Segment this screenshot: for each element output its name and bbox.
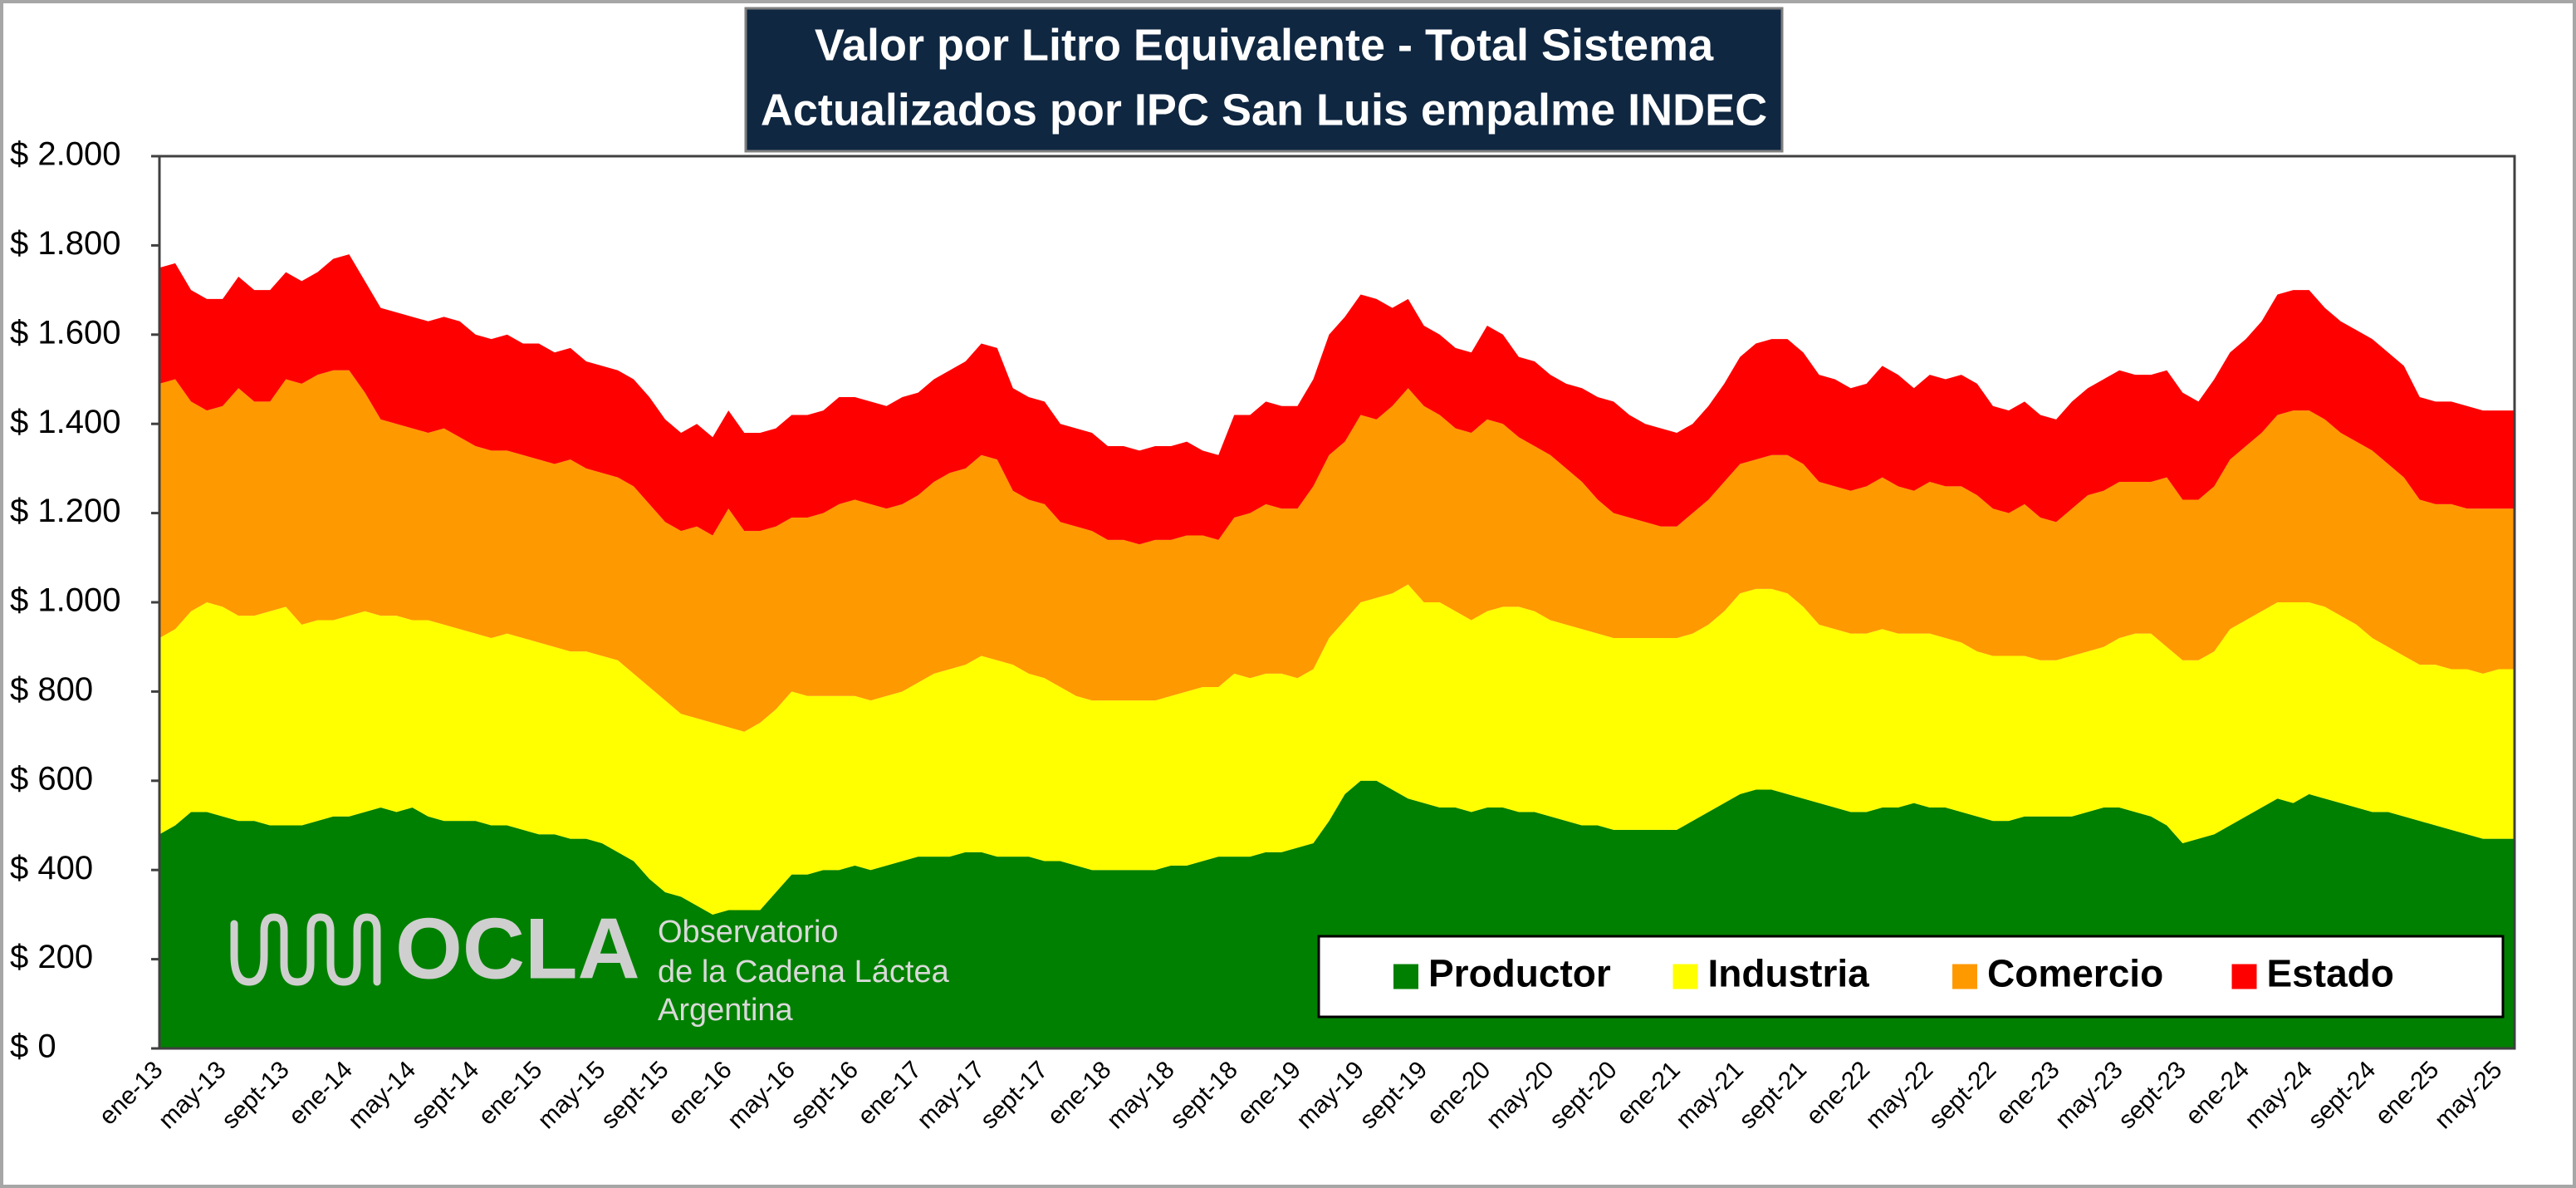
- area: [159, 584, 2515, 915]
- legend-label: Comercio: [1987, 952, 2163, 995]
- legend-swatch: [2231, 964, 2257, 989]
- legend-label: Industria: [1708, 952, 1870, 995]
- y-tick-label: $ 800: [10, 671, 93, 708]
- title-box: [744, 7, 1784, 153]
- legend-swatch: [1672, 964, 1698, 989]
- logo-text: Argentina: [658, 993, 794, 1028]
- chart-title: Valor por Litro Equivalente - Total Sist…: [815, 20, 1714, 70]
- y-tick-label: $ 2.000: [10, 136, 120, 173]
- chart-subtitle: Actualizados por IPC San Luis empalme IN…: [761, 85, 1767, 135]
- y-tick-label: $ 1.400: [10, 404, 120, 440]
- logo-text: de la Cadena Láctea: [658, 955, 950, 989]
- y-tick-label: $ 1.600: [10, 314, 120, 351]
- legend-swatch: [1952, 964, 1977, 989]
- legend: Productor Industria Comercio Estado: [1317, 935, 2505, 1019]
- logo-icon: [230, 913, 381, 986]
- logo: OCLA Observatorio de la Cadena Láctea Ar…: [230, 901, 950, 1028]
- y-tick-label: $ 200: [10, 939, 93, 975]
- legend-label: Productor: [1428, 952, 1611, 995]
- logo-mark: OCLA: [395, 901, 640, 997]
- y-tick-label: $ 600: [10, 760, 93, 797]
- y-tick-label: $ 0: [10, 1028, 56, 1065]
- y-tick-label: $ 400: [10, 850, 93, 886]
- y-tick-label: $ 1.000: [10, 582, 120, 619]
- y-tick-label: $ 1.800: [10, 225, 120, 262]
- legend-label: Estado: [2267, 952, 2394, 995]
- area: [159, 254, 2515, 545]
- area: [159, 370, 2515, 732]
- logo-text: Observatorio: [658, 915, 839, 950]
- legend-swatch: [1393, 964, 1418, 989]
- legend-box: [1317, 935, 2505, 1019]
- y-tick-label: $ 1.200: [10, 493, 120, 529]
